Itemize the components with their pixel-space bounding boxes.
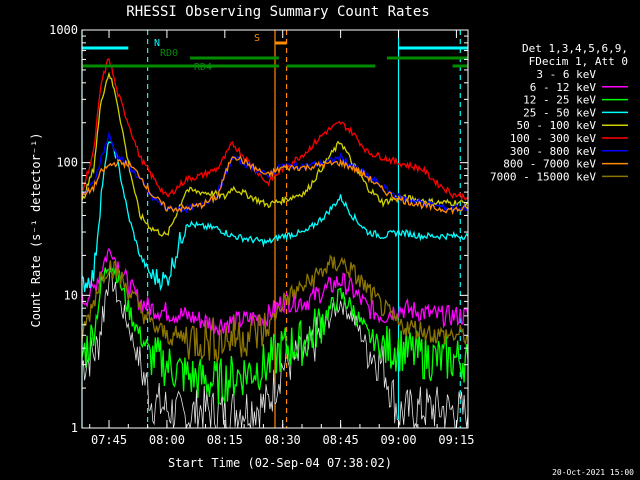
legend-label-9: 7000 - 15000 keV <box>490 170 596 183</box>
legend-label-3: 12 - 25 keV <box>523 94 596 107</box>
x-axis-label: Start Time (02-Sep-04 07:38:02) <box>168 456 392 470</box>
legend-label-4: 25 - 50 keV <box>523 106 596 119</box>
series-line-3 <box>81 267 469 405</box>
series-line-9 <box>81 254 469 363</box>
y-axis-label: Count Rate (s⁻¹ detector⁻¹) <box>29 132 43 327</box>
chart-title: RHESSI Observing Summary Count Rates <box>126 4 429 20</box>
x-tick-label: 08:15 <box>207 433 243 447</box>
legend-header-line-2: FDecim 1, Att 0 <box>529 55 628 68</box>
state-bar-label-rd4: RD4 <box>194 62 212 73</box>
x-tick-label: 09:00 <box>380 433 416 447</box>
y-tick-label: 100 <box>56 156 78 170</box>
x-tick-label: 08:30 <box>265 433 301 447</box>
state-bar-label-rd0: RD0 <box>160 48 178 59</box>
legend-label-7: 300 - 800 keV <box>510 145 596 158</box>
legend-label-2: 6 - 12 keV <box>530 81 597 94</box>
x-tick-label: 07:45 <box>91 433 127 447</box>
series-line-2 <box>81 247 469 336</box>
legend-label-5: 50 - 100 keV <box>517 119 597 132</box>
legend-label-8: 800 - 7000 keV <box>503 158 596 171</box>
y-tick-label: 1000 <box>49 23 78 37</box>
y-tick-label: 1 <box>71 421 78 435</box>
state-bar-label-s: S <box>254 33 260 44</box>
x-tick-label: 08:00 <box>149 433 185 447</box>
series-line-1-outline <box>81 266 469 430</box>
legend-label-1: 3 - 6 keV <box>536 68 596 81</box>
legend-header-line-1: Det 1,3,4,5,6,9, <box>522 42 628 55</box>
x-tick-label: 08:45 <box>323 433 359 447</box>
series-line-4 <box>81 141 469 293</box>
legend-label-6: 100 - 300 keV <box>510 132 596 145</box>
plot-frame <box>81 29 469 429</box>
x-tick-label: 09:15 <box>438 433 474 447</box>
legend: Det 1,3,4,5,6,9, FDecim 1, Att 0 3 - 6 k… <box>490 42 628 183</box>
series-line-6 <box>81 58 469 202</box>
plot-area <box>81 30 469 431</box>
y-tick-label: 10 <box>64 288 78 302</box>
series-line-8 <box>81 155 469 216</box>
state-bar-label-n: N <box>154 38 160 49</box>
axes: 1 10 100 1000 07:45 08:00 08:15 08:30 08:45 09:00… <box>49 23 474 447</box>
footer-timestamp: 20-Oct-2021 15:00 <box>552 468 634 477</box>
